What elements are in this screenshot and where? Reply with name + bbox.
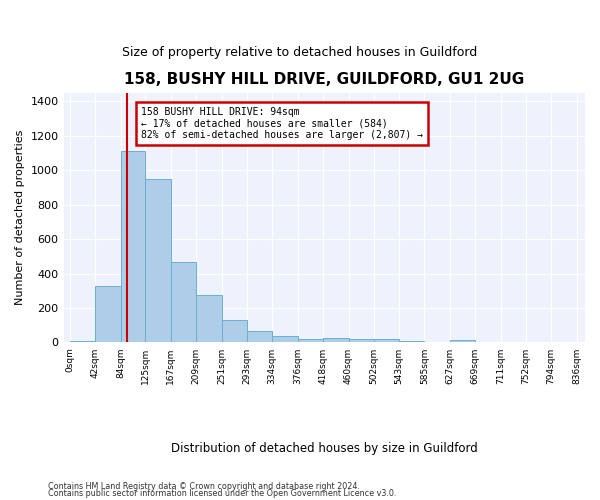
Bar	[222, 320, 247, 342]
Bar	[70, 340, 95, 342]
Bar	[145, 179, 171, 342]
Bar	[247, 330, 272, 342]
Bar	[323, 338, 349, 342]
X-axis label: Distribution of detached houses by size in Guildford: Distribution of detached houses by size …	[171, 442, 478, 455]
Bar	[196, 294, 222, 343]
Bar	[450, 340, 475, 342]
Bar	[298, 338, 323, 342]
Y-axis label: Number of detached properties: Number of detached properties	[15, 130, 25, 306]
Bar	[374, 340, 399, 342]
Bar	[399, 340, 424, 342]
Bar	[349, 338, 374, 342]
Text: Contains public sector information licensed under the Open Government Licence v3: Contains public sector information licen…	[48, 490, 397, 498]
Text: 158 BUSHY HILL DRIVE: 94sqm
← 17% of detached houses are smaller (584)
82% of se: 158 BUSHY HILL DRIVE: 94sqm ← 17% of det…	[141, 106, 423, 140]
Bar	[95, 286, 121, 343]
Text: Contains HM Land Registry data © Crown copyright and database right 2024.: Contains HM Land Registry data © Crown c…	[48, 482, 360, 491]
Title: 158, BUSHY HILL DRIVE, GUILDFORD, GU1 2UG: 158, BUSHY HILL DRIVE, GUILDFORD, GU1 2U…	[124, 72, 524, 88]
Bar	[272, 336, 298, 342]
Text: Size of property relative to detached houses in Guildford: Size of property relative to detached ho…	[122, 46, 478, 59]
Bar	[121, 152, 145, 342]
Bar	[171, 262, 196, 342]
